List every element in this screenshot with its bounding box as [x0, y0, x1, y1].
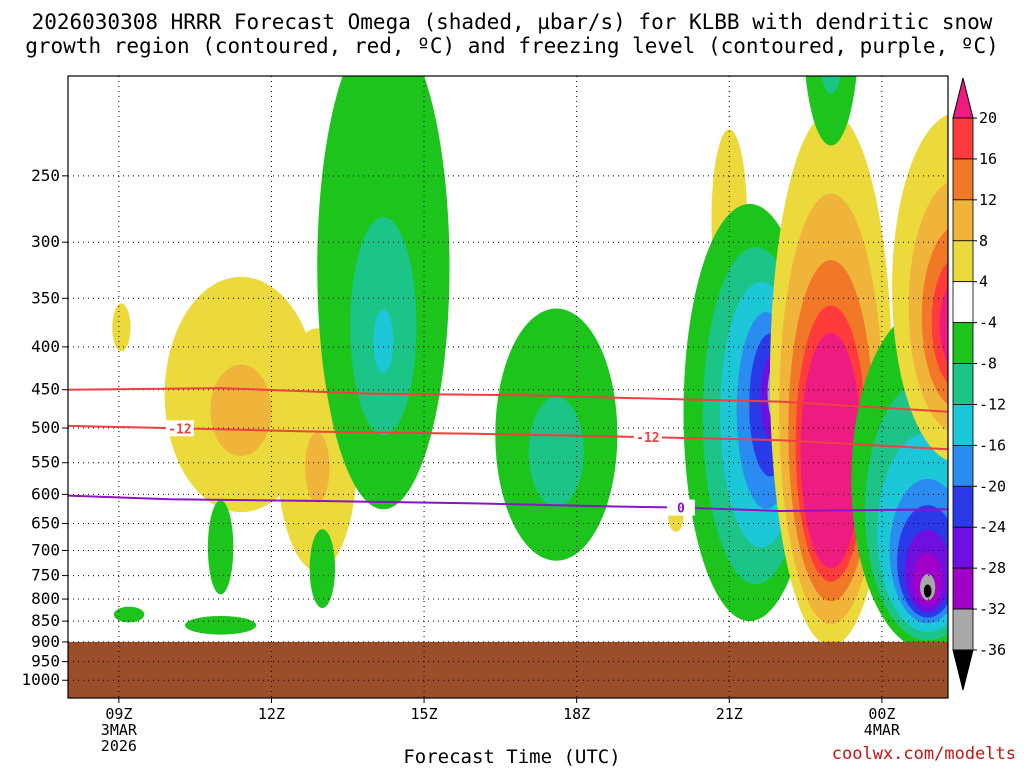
colorbar-label-0: 20 [979, 109, 997, 127]
x-tick-label-15Z: 15Z [411, 705, 438, 723]
colorbar-swatch-9 [952, 444, 974, 487]
x-tick-date-0: 3MAR [101, 721, 138, 739]
y-tick-label-950: 950 [31, 652, 60, 671]
omega-region-2-1 [305, 432, 330, 503]
omega-region-4-1 [528, 396, 584, 507]
contour-label-1-0: -12 [168, 422, 191, 437]
omega-region-15-4 [939, 287, 948, 364]
y-tick-label-700: 700 [31, 540, 60, 559]
colorbar-swatch-6 [952, 322, 974, 364]
colorbar-swatch-1 [952, 117, 974, 160]
colorbar-bottom-arrow [952, 649, 974, 691]
contour-label-1-1: -12 [636, 431, 659, 446]
contour-label-2-0: 0 [677, 502, 685, 517]
omega-region-8-0 [309, 529, 336, 609]
ground-terrain [68, 641, 948, 698]
y-tick-label-850: 850 [31, 611, 60, 630]
colorbar-swatch-2 [952, 158, 974, 201]
omega-region-7-0 [207, 500, 234, 595]
contour-lines: -12 -12 0 [68, 387, 948, 517]
colorbar-top-arrow [952, 77, 974, 119]
colorbar-label-13: -36 [979, 641, 1006, 659]
x-tick-date-5: 4MAR [864, 721, 901, 739]
x-axis-title: Forecast Time (UTC) [403, 746, 621, 768]
omega-region-3-2 [373, 309, 394, 373]
colorbar-label-2: 12 [979, 191, 997, 209]
x-tick-label-00Z: 00Z [868, 705, 895, 723]
colorbar-label-5: -4 [979, 314, 997, 332]
contour-0 [68, 387, 948, 413]
omega-region-1-1 [210, 364, 272, 457]
colorbar-label-12: -32 [979, 600, 1006, 618]
colorbar-label-6: -8 [979, 355, 997, 373]
colorbar-label-7: -12 [979, 395, 1006, 413]
colorbar-label-9: -20 [979, 477, 1006, 495]
plot-frame [67, 75, 949, 699]
colorbar-swatch-12 [952, 567, 974, 610]
chart-title-line1: 2026030308 HRRR Forecast Omega (shaded, … [31, 10, 993, 34]
y-tick-label-750: 750 [31, 566, 60, 585]
y-tick-label-1000: 1000 [21, 670, 60, 689]
omega-region-5-0 [184, 615, 257, 635]
x-tick-label-18Z: 18Z [563, 705, 590, 723]
chart-title-line2: growth region (contoured, red, ºC) and f… [25, 34, 999, 58]
x-tick-label-09Z: 09Z [105, 705, 132, 723]
colorbar-label-3: 8 [979, 232, 988, 250]
colorbar-swatch-7 [952, 363, 974, 405]
colorbar-label-1: 16 [979, 150, 997, 168]
y-tick-label-550: 550 [31, 453, 60, 472]
omega-region-14-8 [923, 584, 932, 598]
y-tick-label-500: 500 [31, 418, 60, 437]
colorbar-label-10: -24 [979, 518, 1006, 536]
colorbar-swatch-5 [952, 281, 974, 324]
contour-label-bg-1-1 [633, 429, 662, 446]
credit-link[interactable]: coolwx.com/modelts [831, 744, 1016, 764]
contour-label-bg-1-0 [165, 420, 194, 437]
omega-region-13-0 [805, 76, 857, 146]
y-tick-label-650: 650 [31, 514, 60, 533]
colorbar-label-8: -16 [979, 436, 1006, 454]
y-tick-label-400: 400 [31, 337, 60, 356]
y-tick-label-800: 800 [31, 589, 60, 608]
omega-region-0-0 [112, 303, 131, 352]
x-tick-label-12Z: 12Z [258, 705, 285, 723]
colorbar-swatch-3 [952, 199, 974, 242]
omega-region-12-4 [800, 332, 862, 569]
colorbar-label-11: -28 [979, 559, 1006, 577]
y-tick-label-250: 250 [31, 166, 60, 185]
colorbar-label-4: 4 [979, 273, 988, 291]
y-tick-label-300: 300 [31, 232, 60, 251]
omega-region-6-0 [113, 606, 145, 623]
y-tick-label-900: 900 [31, 632, 60, 651]
colorbar-swatch-13 [952, 608, 974, 651]
x-tick-year-0: 2026 [101, 737, 137, 755]
contour-2 [68, 494, 948, 513]
omega-region-13-1 [821, 76, 841, 95]
contour-label-bg-2-0 [666, 499, 695, 516]
omega-shading [112, 76, 948, 650]
x-tick-label-21Z: 21Z [716, 705, 743, 723]
colorbar-swatch-10 [952, 485, 974, 528]
y-tick-label-600: 600 [31, 484, 60, 503]
y-tick-label-450: 450 [31, 380, 60, 399]
colorbar-swatch-11 [952, 526, 974, 569]
colorbar-swatch-8 [952, 404, 974, 446]
y-tick-label-350: 350 [31, 288, 60, 307]
colorbar-swatch-4 [952, 240, 974, 283]
